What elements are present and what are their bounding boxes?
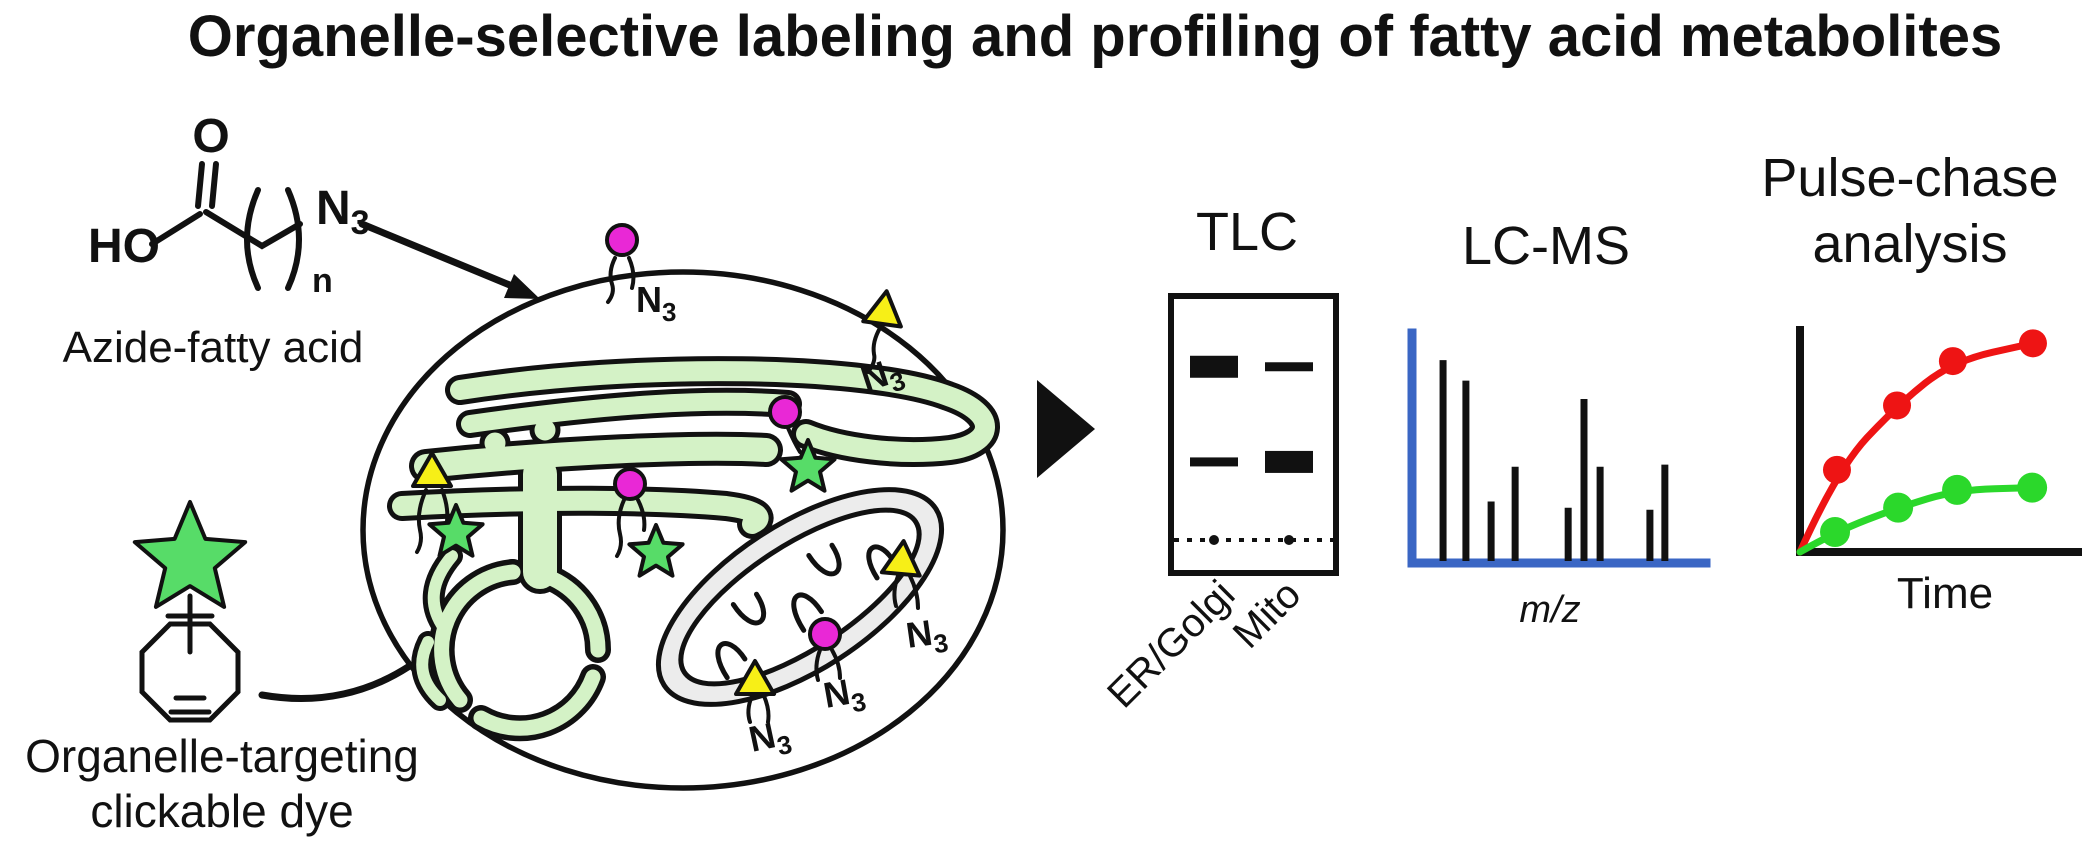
tlc-origin-spot <box>1284 535 1294 545</box>
tlc-origin-spot <box>1209 535 1219 545</box>
tlc-lane-label-er-golgi: ER/Golgi <box>1099 572 1243 716</box>
pulse-chase-data-point <box>1883 492 1914 523</box>
azide-fatty-acid-caption: Azide-fatty acid <box>63 323 364 372</box>
pulse-chase-data-point <box>1822 455 1851 484</box>
tlc-title: TLC <box>1196 202 1298 262</box>
tlc-band <box>1265 450 1313 473</box>
metabolite-markers: N3 N3 N3 N3 N3 <box>411 223 950 761</box>
figure-title: Organelle-selective labeling and profili… <box>188 4 2003 69</box>
azide-lipid-headgroup <box>605 223 639 257</box>
dye-caption-line2: clickable dye <box>90 785 353 837</box>
clicked-dye-star <box>627 523 685 578</box>
clickable-dye-structure: Organelle-targeting clickable dye <box>25 500 419 837</box>
azide-lipid-headgroup <box>734 659 776 696</box>
tlc-lane-label-mito: Mito <box>1225 572 1310 657</box>
azide-label: N3 <box>903 610 950 663</box>
azide-lipid-headgroup <box>411 451 453 488</box>
clicked-dye-star <box>427 503 485 558</box>
er-golgi-lumens <box>392 361 995 736</box>
lcms-panel: LC-MS m/z <box>1407 216 1711 631</box>
lcms-title: LC-MS <box>1462 216 1630 276</box>
tlc-bands <box>1190 355 1313 545</box>
azide-lipid-headgroup <box>861 289 903 329</box>
dye-star-icon <box>132 500 248 609</box>
arrowhead-icon <box>504 274 540 299</box>
pulse-chase-series <box>1796 329 2048 556</box>
pulse-chase-panel: Pulse-chase analysis Time <box>1761 148 2082 618</box>
chain-repeat-subscript: n <box>312 262 333 300</box>
right-parenthesis <box>285 187 302 291</box>
double-bond-line <box>209 161 219 209</box>
lcms-spectrum-peaks <box>1439 360 1669 561</box>
alkyl-chain-bond <box>203 209 303 250</box>
fatty-acid-entry-arrow <box>358 220 540 299</box>
azide-lipid-headgroup <box>879 539 922 578</box>
carbonyl-oxygen-atom: O <box>192 110 229 163</box>
er-golgi-stack <box>387 356 1000 742</box>
clicked-dye-star <box>779 438 837 493</box>
azide-lipid-headgroup <box>768 395 802 429</box>
cyclooctyne-ring <box>139 621 241 723</box>
hydroxyl-group: HO <box>88 220 160 273</box>
dye-caption-line1: Organelle-targeting <box>25 730 419 782</box>
double-bond-line <box>195 161 205 209</box>
pulse-chase-data-point <box>2017 472 2048 503</box>
tlc-band <box>1265 362 1313 372</box>
mito-cristae <box>715 542 896 681</box>
tlc-band <box>1190 457 1238 467</box>
workflow-arrow-icon <box>1037 380 1095 478</box>
pulse-chase-data-point <box>1938 347 1967 376</box>
pulse-chase-data-point <box>1942 474 1973 505</box>
tlc-panel: TLC ER/Golgi Mito <box>1099 202 1339 717</box>
left-parenthesis <box>244 187 261 291</box>
pulse-chase-data-point <box>1820 517 1851 548</box>
lcms-x-axis-label: m/z <box>1519 589 1580 631</box>
pulse-chase-title-line1: Pulse-chase <box>1761 148 2058 208</box>
tlc-band <box>1190 355 1238 378</box>
azide-lipid-headgroup <box>613 467 647 501</box>
azide-group-label: N3 <box>316 182 370 242</box>
mitochondrion <box>655 487 945 707</box>
pulse-chase-title-line2: analysis <box>1812 214 2007 274</box>
pulse-chase-x-axis-label: Time <box>1897 569 1993 618</box>
lcms-axes <box>1407 328 1711 568</box>
tlc-plate <box>1168 293 1339 576</box>
azide-fatty-acid-structure: O HO N3 n Azide-fatty acid <box>63 110 370 372</box>
pulse-chase-data-point <box>1883 391 1912 420</box>
azide-lipid-headgroup <box>808 617 842 651</box>
azide-label: N3 <box>636 279 676 327</box>
pulse-chase-data-point <box>2018 329 2047 358</box>
single-bond-line <box>149 211 203 247</box>
